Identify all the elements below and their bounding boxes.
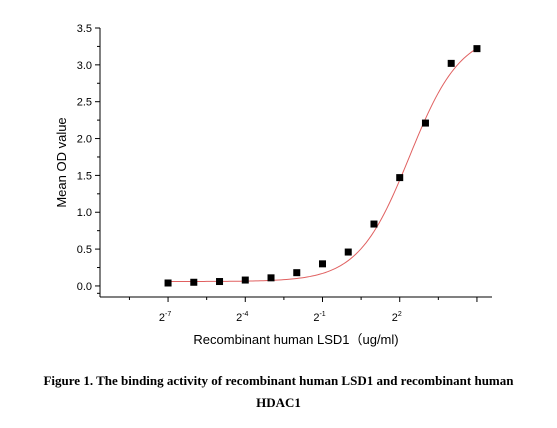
data-point bbox=[190, 278, 198, 286]
data-point bbox=[344, 248, 352, 256]
data-point bbox=[370, 220, 378, 228]
x-tick-label: 22 bbox=[392, 311, 402, 324]
fit-curve bbox=[168, 47, 478, 282]
data-point bbox=[164, 279, 172, 287]
data-point bbox=[473, 45, 481, 53]
figure-caption: Figure 1. The binding activity of recomb… bbox=[0, 370, 557, 414]
data-point bbox=[318, 260, 326, 268]
y-tick-label: 2.0 bbox=[77, 134, 92, 146]
data-point bbox=[267, 274, 275, 282]
x-axis-title: Recombinant human LSD1（ug/ml) bbox=[193, 332, 398, 347]
y-tick-label: 3.5 bbox=[77, 23, 92, 35]
y-tick-label: 2.5 bbox=[77, 97, 92, 109]
y-tick-label: 0.5 bbox=[77, 244, 92, 256]
y-tick-label: 0.0 bbox=[77, 281, 92, 293]
y-tick-label: 1.0 bbox=[77, 207, 92, 219]
x-tick-label: 2-7 bbox=[159, 311, 171, 324]
y-axis-title: Mean OD value bbox=[54, 117, 69, 207]
x-tick-label: 2-4 bbox=[236, 311, 248, 324]
data-point bbox=[447, 59, 455, 67]
data-point bbox=[293, 269, 301, 277]
data-point bbox=[421, 119, 429, 127]
y-tick-label: 3.0 bbox=[77, 60, 92, 72]
chart: 0.0 0.5 1.0 1.5 2.0 2.5 3.0 3.5 2-7 2-4 2-1 22 Reco… bbox=[54, 23, 492, 347]
data-point bbox=[241, 276, 249, 284]
x-tick-label: 2-1 bbox=[313, 311, 325, 324]
caption-line-2: HDAC1 bbox=[256, 395, 301, 410]
y-tick-label: 1.5 bbox=[77, 170, 92, 182]
caption-line-1: Figure 1. The binding activity of recomb… bbox=[43, 373, 514, 388]
data-point bbox=[216, 278, 224, 286]
data-point bbox=[396, 174, 404, 182]
axes: 0.0 0.5 1.0 1.5 2.0 2.5 3.0 3.5 2-7 2-4 2-1 22 bbox=[77, 23, 492, 324]
data-points bbox=[164, 45, 481, 287]
